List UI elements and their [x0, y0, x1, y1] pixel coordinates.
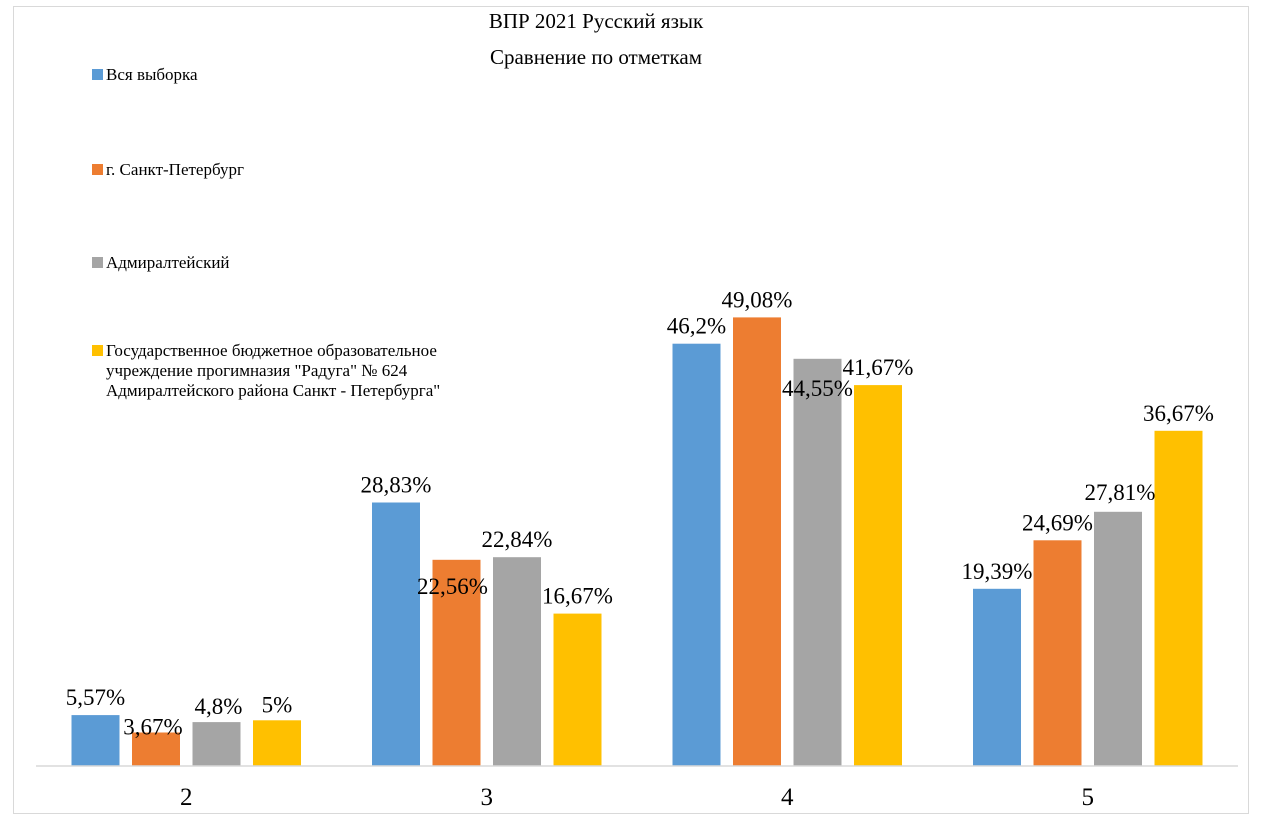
bar: [733, 317, 781, 766]
bar: [432, 559, 481, 766]
data-label: 24,69%: [1022, 510, 1093, 535]
chart-title: ВПР 2021 Русский язык: [489, 9, 704, 33]
x-tick-label: 4: [781, 784, 794, 810]
data-label: 5,57%: [66, 685, 125, 710]
data-label: 49,08%: [722, 287, 793, 312]
legend-label: г. Санкт-Петербург: [106, 160, 244, 179]
bar: [493, 557, 541, 766]
data-label: 41,67%: [843, 355, 914, 380]
data-label: 22,56%: [417, 574, 488, 599]
bar: [253, 720, 301, 766]
x-axis-ticks: 2 3 4 5: [180, 784, 1094, 810]
bar: [793, 358, 842, 766]
data-label: 44,55%: [782, 376, 853, 401]
data-label: 16,67%: [542, 584, 613, 609]
data-label: 46,2%: [667, 314, 726, 339]
legend-label: Адмиралтейского района Санкт - Петербург…: [106, 381, 440, 400]
data-label: 36,67%: [1143, 401, 1214, 426]
legend-item: г. Санкт-Петербург: [92, 160, 244, 179]
chart-subtitle: Сравнение по отметкам: [490, 45, 702, 69]
bars: [71, 317, 1203, 766]
x-tick-label: 3: [481, 784, 494, 810]
data-label: 5%: [262, 692, 293, 717]
bar: [372, 502, 420, 766]
bar: [672, 343, 721, 766]
x-tick-label: 2: [180, 784, 193, 810]
bar: [1033, 540, 1082, 766]
bar: [1154, 430, 1203, 766]
data-label: 28,83%: [361, 473, 432, 498]
legend-label: Вся выборка: [106, 65, 198, 84]
legend-swatch: [92, 69, 103, 80]
legend-label: Государственное бюджетное образовательно…: [106, 341, 437, 360]
legend-item: Адмиралтейский: [92, 253, 230, 272]
legend-swatch: [92, 257, 103, 268]
bar: [192, 722, 241, 766]
data-label: 4,8%: [195, 694, 243, 719]
data-label: 19,39%: [962, 559, 1033, 584]
bar: [854, 385, 902, 766]
data-label: 22,84%: [482, 527, 553, 552]
data-labels: 5,57% 3,67% 4,8% 5% 28,83% 22,56% 22,84% 16,67%…: [66, 287, 1214, 739]
data-label: 27,81%: [1085, 480, 1156, 505]
legend-item: Государственное бюджетное образовательно…: [92, 341, 440, 400]
bar: [71, 715, 120, 766]
legend-swatch: [92, 164, 103, 175]
bar: [1094, 511, 1142, 766]
legend-label: учреждение прогимназия "Радуга" № 624: [106, 361, 408, 380]
legend: Вся выборка г. Санкт-Петербург Адмиралтейс…: [92, 65, 440, 400]
bar: [973, 588, 1021, 766]
legend-label: Адмиралтейский: [106, 253, 230, 272]
x-tick-label: 5: [1082, 784, 1095, 810]
legend-item: Вся выборка: [92, 65, 198, 84]
chart-title-group: ВПР 2021 Русский язык Сравнение по отмет…: [489, 9, 704, 69]
bar: [553, 613, 602, 766]
data-label: 3,67%: [123, 715, 182, 740]
bar: [132, 732, 180, 766]
legend-swatch: [92, 345, 103, 356]
